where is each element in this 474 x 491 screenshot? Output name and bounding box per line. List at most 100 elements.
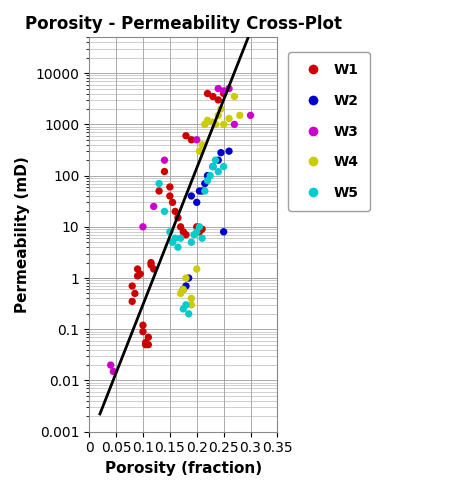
W1 xyxy=(166,183,173,191)
W3 xyxy=(225,84,233,92)
W3 xyxy=(220,87,228,95)
W5 xyxy=(209,163,217,170)
W5 xyxy=(172,234,179,242)
W3 xyxy=(139,223,147,231)
W1 xyxy=(220,89,228,97)
W4 xyxy=(212,120,219,128)
W5 xyxy=(174,243,182,251)
W1 xyxy=(145,341,152,349)
W2 xyxy=(204,172,211,180)
W4 xyxy=(188,295,195,302)
W5 xyxy=(193,228,201,236)
W1 xyxy=(182,231,190,239)
W1 xyxy=(137,270,144,278)
Legend: W1, W2, W3, W4, W5: W1, W2, W3, W4, W5 xyxy=(288,52,370,211)
W4 xyxy=(220,120,228,128)
W1 xyxy=(131,290,139,298)
W1 xyxy=(161,167,168,175)
W5 xyxy=(196,223,203,231)
W4 xyxy=(201,120,209,128)
W1 xyxy=(142,341,149,349)
W4 xyxy=(225,114,233,122)
W5 xyxy=(161,208,168,216)
W5 xyxy=(169,238,176,246)
W1 xyxy=(147,259,155,267)
W4 xyxy=(204,116,211,124)
W2 xyxy=(193,198,201,206)
W1 xyxy=(147,261,155,269)
W1 xyxy=(150,265,157,273)
W4 xyxy=(182,274,190,282)
W1 xyxy=(172,208,179,216)
W1 xyxy=(169,198,176,206)
Y-axis label: Permeability (mD): Permeability (mD) xyxy=(15,156,30,313)
W4 xyxy=(236,111,244,119)
W2 xyxy=(180,285,187,293)
W2 xyxy=(220,228,228,236)
W5 xyxy=(182,301,190,309)
W5 xyxy=(220,163,228,170)
W5 xyxy=(206,172,214,180)
W3 xyxy=(107,361,114,369)
W1 xyxy=(182,132,190,139)
W1 xyxy=(180,228,187,236)
W1 xyxy=(155,187,163,195)
W5 xyxy=(185,310,192,318)
W1 xyxy=(166,192,173,200)
W2 xyxy=(214,156,222,164)
W5 xyxy=(212,156,219,164)
W4 xyxy=(231,93,238,101)
W4 xyxy=(209,118,217,126)
W2 xyxy=(185,274,192,282)
W5 xyxy=(201,187,209,195)
W1 xyxy=(193,223,201,231)
W1 xyxy=(142,339,149,347)
W5 xyxy=(155,180,163,188)
W1 xyxy=(139,327,147,335)
W5 xyxy=(198,234,206,242)
W5 xyxy=(180,305,187,313)
W5 xyxy=(188,238,195,246)
W4 xyxy=(198,141,206,149)
W2 xyxy=(201,180,209,188)
W4 xyxy=(217,105,225,113)
W4 xyxy=(196,147,203,155)
W1 xyxy=(128,282,136,290)
W1 xyxy=(198,225,206,233)
W3 xyxy=(231,120,238,128)
X-axis label: Porosity (fraction): Porosity (fraction) xyxy=(105,461,262,476)
W3 xyxy=(193,136,201,144)
W2 xyxy=(188,192,195,200)
W1 xyxy=(139,321,147,329)
W2 xyxy=(182,282,190,290)
W2 xyxy=(198,187,206,195)
W3 xyxy=(247,111,255,119)
W2 xyxy=(217,149,225,157)
W3 xyxy=(161,156,168,164)
W4 xyxy=(177,290,184,298)
W5 xyxy=(190,231,198,239)
W1 xyxy=(196,228,203,236)
W3 xyxy=(150,202,157,210)
W3 xyxy=(109,368,117,376)
W5 xyxy=(214,167,222,175)
W1 xyxy=(134,265,141,273)
W1 xyxy=(209,93,217,101)
W4 xyxy=(214,111,222,119)
W4 xyxy=(188,301,195,309)
W2 xyxy=(209,163,217,170)
W1 xyxy=(128,298,136,305)
Title: Porosity - Permeability Cross-Plot: Porosity - Permeability Cross-Plot xyxy=(25,15,342,33)
W1 xyxy=(174,214,182,222)
W2 xyxy=(196,187,203,195)
W2 xyxy=(225,147,233,155)
W4 xyxy=(180,285,187,293)
W1 xyxy=(145,333,152,341)
W1 xyxy=(188,136,195,144)
W5 xyxy=(166,228,173,236)
W5 xyxy=(177,234,184,242)
W4 xyxy=(193,265,201,273)
W3 xyxy=(214,84,222,92)
W1 xyxy=(204,89,211,97)
W1 xyxy=(177,223,184,231)
